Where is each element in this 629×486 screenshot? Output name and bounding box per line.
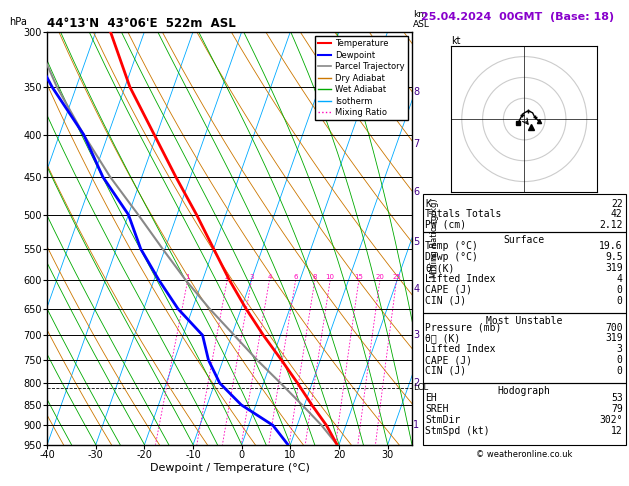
Text: StmSpd (kt): StmSpd (kt): [425, 427, 490, 436]
Text: 9.5: 9.5: [605, 252, 623, 262]
Text: 1: 1: [186, 274, 190, 280]
Text: 3: 3: [617, 344, 623, 354]
Text: 22: 22: [611, 199, 623, 208]
Text: CAPE (J): CAPE (J): [425, 285, 472, 295]
Text: Surface: Surface: [504, 235, 545, 244]
Text: StmDir: StmDir: [425, 416, 460, 425]
Text: Totals Totals: Totals Totals: [425, 209, 501, 219]
Text: 7: 7: [413, 139, 420, 149]
Text: km
ASL: km ASL: [413, 11, 430, 29]
Text: 0: 0: [617, 366, 623, 376]
Text: Lifted Index: Lifted Index: [425, 274, 496, 284]
Text: 25: 25: [392, 274, 401, 280]
Text: 42: 42: [611, 209, 623, 219]
Text: 4: 4: [413, 284, 420, 294]
Text: 6: 6: [293, 274, 298, 280]
Text: hPa: hPa: [9, 17, 27, 27]
Text: 2: 2: [225, 274, 230, 280]
Text: CIN (J): CIN (J): [425, 366, 466, 376]
Text: 319: 319: [605, 263, 623, 273]
Text: Pressure (mb): Pressure (mb): [425, 323, 501, 333]
Text: 4: 4: [617, 274, 623, 284]
Text: PW (cm): PW (cm): [425, 220, 466, 230]
Text: 3: 3: [249, 274, 253, 280]
Text: LCL: LCL: [413, 383, 428, 392]
Text: kt: kt: [452, 36, 461, 46]
Text: 0: 0: [617, 355, 623, 365]
Text: 20: 20: [376, 274, 384, 280]
Text: 0: 0: [617, 295, 623, 306]
Text: CAPE (J): CAPE (J): [425, 355, 472, 365]
Text: θᴁ(K): θᴁ(K): [425, 263, 455, 273]
Text: CIN (J): CIN (J): [425, 295, 466, 306]
Legend: Temperature, Dewpoint, Parcel Trajectory, Dry Adiabat, Wet Adiabat, Isotherm, Mi: Temperature, Dewpoint, Parcel Trajectory…: [315, 36, 408, 121]
Text: 53: 53: [611, 393, 623, 403]
Text: 79: 79: [611, 404, 623, 414]
Text: 10: 10: [326, 274, 335, 280]
Text: 6: 6: [413, 188, 420, 197]
Text: EH: EH: [425, 393, 437, 403]
Text: Hodograph: Hodograph: [498, 386, 551, 396]
Text: 25.04.2024  00GMT  (Base: 18): 25.04.2024 00GMT (Base: 18): [421, 12, 615, 22]
Text: 8: 8: [413, 87, 420, 97]
Text: K: K: [425, 199, 431, 208]
Text: θᴁ (K): θᴁ (K): [425, 333, 460, 344]
Text: © weatheronline.co.uk: © weatheronline.co.uk: [476, 450, 572, 459]
Text: Mixing Ratio (g/kg): Mixing Ratio (g/kg): [430, 198, 438, 278]
X-axis label: Dewpoint / Temperature (°C): Dewpoint / Temperature (°C): [150, 463, 309, 473]
Text: Most Unstable: Most Unstable: [486, 316, 562, 326]
Text: 2: 2: [413, 378, 420, 388]
Text: 12: 12: [611, 427, 623, 436]
Text: Dewp (°C): Dewp (°C): [425, 252, 478, 262]
Text: SREH: SREH: [425, 404, 448, 414]
Text: 8: 8: [313, 274, 317, 280]
Text: 44°13'N  43°06'E  522m  ASL: 44°13'N 43°06'E 522m ASL: [47, 17, 236, 31]
Text: 700: 700: [605, 323, 623, 333]
Text: 19.6: 19.6: [599, 242, 623, 251]
Text: Temp (°C): Temp (°C): [425, 242, 478, 251]
Text: 0: 0: [617, 285, 623, 295]
Text: 5: 5: [413, 237, 420, 247]
Text: 4: 4: [267, 274, 272, 280]
Text: 15: 15: [355, 274, 364, 280]
Text: 1: 1: [413, 420, 420, 430]
Text: 3: 3: [413, 330, 420, 340]
Text: 302°: 302°: [599, 416, 623, 425]
Text: Lifted Index: Lifted Index: [425, 344, 496, 354]
Text: 2.12: 2.12: [599, 220, 623, 230]
Text: 319: 319: [605, 333, 623, 344]
